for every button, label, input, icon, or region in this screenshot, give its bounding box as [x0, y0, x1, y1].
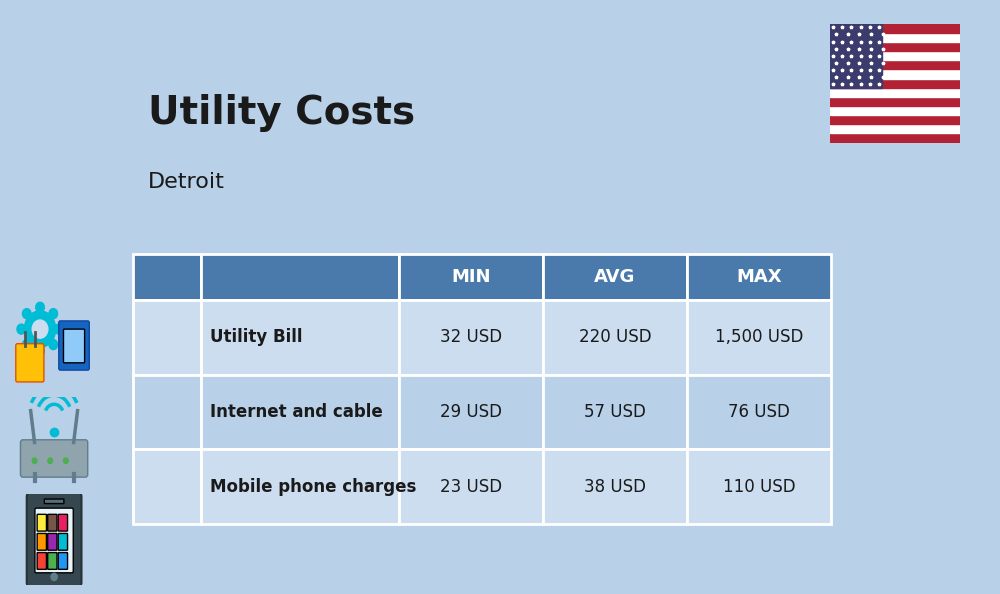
- Circle shape: [48, 458, 53, 463]
- FancyBboxPatch shape: [201, 375, 399, 450]
- FancyBboxPatch shape: [687, 300, 831, 375]
- Circle shape: [22, 340, 31, 350]
- Bar: [830, 106, 960, 115]
- FancyBboxPatch shape: [48, 552, 57, 569]
- Text: 32 USD: 32 USD: [440, 328, 502, 346]
- FancyBboxPatch shape: [27, 492, 81, 587]
- FancyBboxPatch shape: [58, 514, 68, 531]
- FancyBboxPatch shape: [133, 450, 201, 524]
- FancyBboxPatch shape: [543, 375, 687, 450]
- Circle shape: [51, 573, 57, 580]
- Text: 29 USD: 29 USD: [440, 403, 502, 421]
- FancyBboxPatch shape: [133, 375, 201, 450]
- FancyBboxPatch shape: [58, 533, 68, 550]
- Text: 57 USD: 57 USD: [584, 403, 646, 421]
- FancyBboxPatch shape: [37, 552, 46, 569]
- FancyBboxPatch shape: [201, 450, 399, 524]
- Bar: [830, 69, 960, 78]
- Text: AVG: AVG: [594, 268, 636, 286]
- Bar: [830, 115, 960, 124]
- FancyBboxPatch shape: [63, 329, 85, 363]
- FancyBboxPatch shape: [59, 321, 89, 370]
- Circle shape: [17, 324, 26, 334]
- FancyBboxPatch shape: [48, 533, 57, 550]
- FancyBboxPatch shape: [58, 552, 68, 569]
- FancyBboxPatch shape: [543, 300, 687, 375]
- Bar: [830, 61, 960, 69]
- Circle shape: [54, 324, 63, 334]
- Bar: [830, 51, 960, 61]
- Bar: [830, 42, 960, 51]
- Text: 76 USD: 76 USD: [728, 403, 790, 421]
- Text: Utility Costs: Utility Costs: [148, 94, 415, 132]
- Bar: [830, 134, 960, 143]
- Text: 220 USD: 220 USD: [579, 328, 651, 346]
- Circle shape: [36, 302, 44, 312]
- FancyBboxPatch shape: [37, 514, 46, 531]
- Bar: [830, 78, 960, 88]
- Text: 23 USD: 23 USD: [440, 478, 502, 496]
- Text: Mobile phone charges: Mobile phone charges: [210, 478, 417, 496]
- Bar: [830, 24, 960, 33]
- FancyBboxPatch shape: [543, 450, 687, 524]
- FancyBboxPatch shape: [133, 254, 201, 300]
- Text: MAX: MAX: [737, 268, 782, 286]
- Text: 38 USD: 38 USD: [584, 478, 646, 496]
- Text: Internet and cable: Internet and cable: [210, 403, 383, 421]
- Text: 1,500 USD: 1,500 USD: [715, 328, 804, 346]
- Circle shape: [32, 320, 48, 338]
- FancyBboxPatch shape: [133, 300, 201, 375]
- Circle shape: [32, 458, 37, 463]
- Text: Utility Bill: Utility Bill: [210, 328, 303, 346]
- FancyBboxPatch shape: [201, 300, 399, 375]
- FancyBboxPatch shape: [35, 508, 73, 573]
- FancyBboxPatch shape: [687, 254, 831, 300]
- FancyBboxPatch shape: [687, 375, 831, 450]
- FancyBboxPatch shape: [16, 344, 44, 382]
- Bar: [830, 33, 960, 42]
- Circle shape: [36, 346, 44, 356]
- Text: 110 USD: 110 USD: [723, 478, 796, 496]
- Bar: [830, 88, 960, 97]
- FancyBboxPatch shape: [399, 450, 543, 524]
- Bar: [830, 24, 882, 88]
- FancyBboxPatch shape: [399, 254, 543, 300]
- Circle shape: [63, 458, 68, 463]
- Bar: [830, 97, 960, 106]
- Circle shape: [22, 309, 31, 318]
- FancyBboxPatch shape: [48, 514, 57, 531]
- FancyBboxPatch shape: [201, 254, 399, 300]
- Bar: [830, 124, 960, 134]
- FancyBboxPatch shape: [399, 300, 543, 375]
- Text: MIN: MIN: [451, 268, 490, 286]
- FancyBboxPatch shape: [399, 375, 543, 450]
- Circle shape: [49, 309, 58, 318]
- FancyBboxPatch shape: [687, 450, 831, 524]
- Circle shape: [49, 340, 58, 350]
- FancyBboxPatch shape: [37, 533, 46, 550]
- Circle shape: [24, 311, 56, 347]
- FancyBboxPatch shape: [543, 254, 687, 300]
- FancyBboxPatch shape: [44, 499, 64, 504]
- Text: Detroit: Detroit: [148, 172, 225, 192]
- FancyBboxPatch shape: [20, 440, 88, 477]
